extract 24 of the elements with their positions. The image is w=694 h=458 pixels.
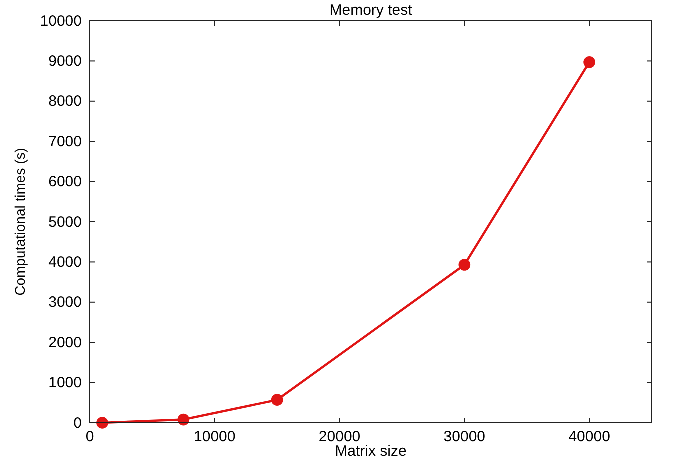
x-tick-label: 10000 xyxy=(194,428,236,446)
x-tick-label: 0 xyxy=(86,428,94,446)
x-tick-label: 30000 xyxy=(444,428,486,446)
point xyxy=(178,414,190,426)
chart-title: Memory test xyxy=(330,2,414,19)
point xyxy=(96,417,108,429)
point xyxy=(458,259,471,271)
y-tick-label: 2000 xyxy=(48,334,82,352)
point xyxy=(584,56,596,68)
y-tick-label: 6000 xyxy=(48,174,82,191)
y-tick-label: 9000 xyxy=(48,53,82,70)
y-tick-label: 7000 xyxy=(48,133,82,150)
y-tick-label: 3000 xyxy=(48,294,82,312)
point xyxy=(271,394,284,406)
y-tick-label: 1000 xyxy=(48,374,82,392)
y-tick-label: 10000 xyxy=(40,12,82,30)
y-axis-title: Computational times (s) xyxy=(12,148,28,296)
y-tick-label: 4000 xyxy=(48,254,82,271)
x-axis-title: Matrix size xyxy=(335,443,407,458)
y-tick-label: 5000 xyxy=(48,214,82,231)
y-tick-label: 0 xyxy=(74,414,82,432)
y-tick-label: 8000 xyxy=(48,93,82,110)
x-tick-label: 20000 xyxy=(318,428,361,446)
x-tick-label: 40000 xyxy=(568,428,610,446)
